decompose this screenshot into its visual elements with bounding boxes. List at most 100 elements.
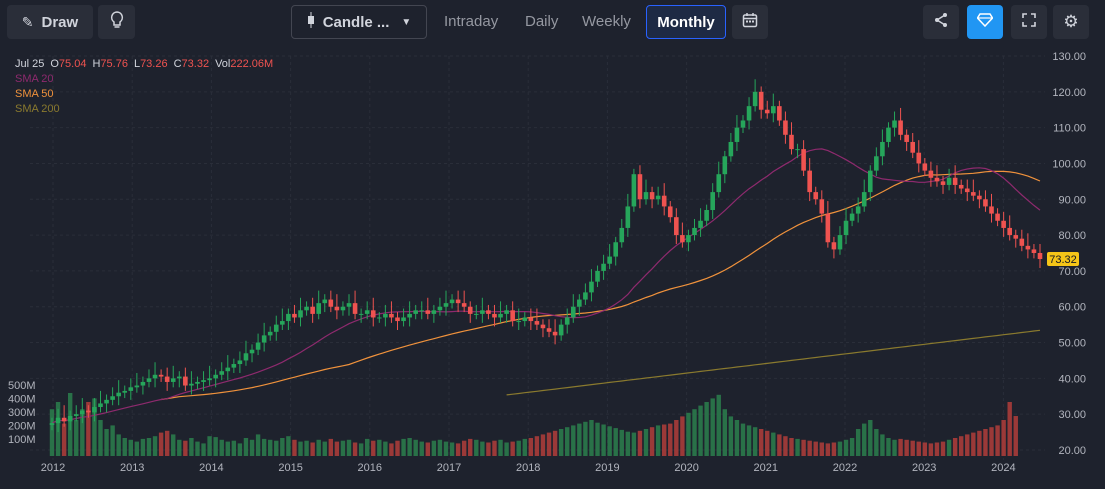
settings-button[interactable]: ⚙ bbox=[1053, 5, 1089, 39]
candlestick bbox=[831, 236, 837, 259]
candlestick bbox=[1019, 229, 1025, 252]
candle-body bbox=[680, 235, 685, 243]
candlestick bbox=[734, 115, 740, 151]
candle-body bbox=[643, 192, 649, 200]
candlestick bbox=[183, 367, 188, 391]
candlestick bbox=[874, 147, 879, 176]
candlestick bbox=[473, 304, 479, 320]
candlestick bbox=[758, 86, 764, 119]
candle-body bbox=[983, 199, 988, 207]
volume-bar bbox=[710, 398, 715, 456]
tab-intraday[interactable]: Intraday bbox=[444, 13, 499, 30]
price-chart[interactable]: 130.00 120.00 110.00 100.00 90.00 80.00 70.00 6… bbox=[0, 44, 1105, 489]
volume-bar bbox=[280, 438, 285, 456]
volume-bar bbox=[431, 440, 437, 456]
candle-body bbox=[1007, 227, 1012, 236]
candle-body bbox=[461, 303, 467, 307]
candlestick bbox=[528, 308, 534, 331]
candle-body bbox=[243, 353, 249, 361]
candlestick bbox=[443, 290, 449, 316]
tab-daily[interactable]: Daily bbox=[525, 13, 559, 30]
candlestick bbox=[413, 304, 418, 320]
draw-button[interactable]: ✎ Draw bbox=[7, 5, 93, 39]
volume-bar bbox=[692, 409, 697, 456]
price-axis[interactable]: 130.00 120.00 110.00 100.00 90.00 80.00 70.00 6… bbox=[1052, 51, 1086, 457]
candle-body bbox=[298, 310, 303, 318]
candle-body bbox=[752, 91, 758, 107]
candle-body bbox=[516, 321, 522, 323]
volume-bar bbox=[237, 443, 243, 456]
candle-body bbox=[213, 374, 218, 379]
candle-body bbox=[110, 396, 115, 400]
volume-bar bbox=[916, 441, 921, 456]
calendar-icon bbox=[742, 12, 758, 32]
candle-body bbox=[764, 109, 770, 114]
premium-button[interactable] bbox=[967, 5, 1003, 39]
volume-bar bbox=[601, 424, 606, 456]
candlestick bbox=[358, 308, 364, 323]
calendar-button[interactable] bbox=[732, 5, 768, 39]
candlestick bbox=[425, 297, 431, 320]
candlestick bbox=[455, 290, 461, 313]
volume-bar bbox=[595, 422, 600, 456]
candle-body bbox=[334, 306, 340, 311]
volume-bar bbox=[389, 443, 394, 456]
candlestick bbox=[619, 218, 625, 248]
volume-tick-label: 300M bbox=[8, 407, 36, 419]
fullscreen-button[interactable] bbox=[1011, 5, 1047, 39]
candlestick bbox=[801, 140, 806, 176]
candlestick bbox=[164, 367, 170, 391]
tab-weekly[interactable]: Weekly bbox=[582, 13, 631, 30]
draw-label: Draw bbox=[41, 13, 79, 31]
candle-body bbox=[601, 263, 606, 271]
candlestick bbox=[849, 208, 855, 227]
volume-bar bbox=[504, 442, 509, 456]
candlestick bbox=[449, 294, 455, 309]
idea-button[interactable] bbox=[98, 5, 135, 39]
year-tick-label: 2023 bbox=[912, 462, 936, 474]
chart-type-dropdown[interactable]: Candle ... ▼ bbox=[291, 5, 427, 39]
candlestick bbox=[855, 197, 861, 223]
candle-body bbox=[698, 220, 703, 228]
price-tick-label: 120.00 bbox=[1052, 87, 1086, 99]
volume-bar bbox=[722, 409, 728, 456]
candlestick bbox=[73, 405, 79, 422]
year-tick-label: 2021 bbox=[754, 462, 778, 474]
candle-body bbox=[80, 410, 85, 415]
volume-bar bbox=[383, 441, 388, 456]
legend-sma200[interactable]: SMA 200 bbox=[15, 103, 60, 115]
candle-body bbox=[92, 407, 97, 413]
legend-high-label: H bbox=[92, 58, 101, 70]
share-button[interactable] bbox=[923, 5, 959, 39]
candlestick bbox=[898, 107, 903, 141]
year-tick-label: 2016 bbox=[358, 462, 382, 474]
year-tick-label: 2020 bbox=[674, 462, 698, 474]
candle-body bbox=[910, 141, 916, 153]
candlestick bbox=[843, 208, 849, 245]
candle-body bbox=[1001, 220, 1006, 228]
candlestick bbox=[213, 369, 218, 388]
candlestick bbox=[728, 133, 734, 162]
candlestick bbox=[334, 294, 340, 320]
candle-body bbox=[261, 335, 267, 343]
candlestick bbox=[643, 179, 649, 205]
candle-body bbox=[510, 310, 515, 322]
candlestick bbox=[1025, 233, 1031, 259]
legend-sma50[interactable]: SMA 50 bbox=[15, 88, 54, 100]
candlestick bbox=[989, 193, 994, 223]
volume-bar bbox=[261, 438, 267, 456]
candlestick bbox=[243, 340, 249, 366]
candlestick bbox=[92, 398, 97, 422]
candle-body bbox=[637, 174, 643, 200]
tab-monthly[interactable]: Monthly bbox=[646, 5, 726, 39]
candle-body bbox=[946, 177, 952, 185]
candlestick bbox=[322, 294, 328, 313]
volume-bar bbox=[668, 423, 673, 456]
volume-bar bbox=[322, 441, 327, 456]
candle-body bbox=[934, 177, 940, 182]
candlestick bbox=[377, 312, 382, 323]
sma20-line bbox=[51, 148, 1041, 424]
time-axis[interactable]: 2012 2013 2014 2015 2016 2017 2018 2019 2020 2021… bbox=[41, 462, 1016, 474]
volume-bar bbox=[637, 430, 643, 456]
legend-sma20[interactable]: SMA 20 bbox=[15, 73, 54, 85]
